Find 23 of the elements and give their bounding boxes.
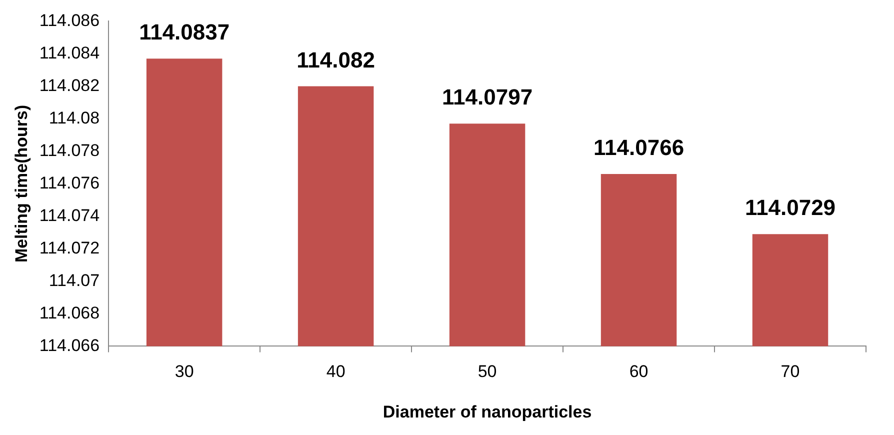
x-tick-label: 60 — [629, 362, 648, 382]
y-tick-label: 114.076 — [39, 173, 100, 192]
y-tick-label: 114.066 — [39, 336, 100, 355]
x-tick-label: 50 — [478, 362, 497, 382]
y-tick-label: 114.068 — [39, 303, 100, 322]
y-tick-label: 114.078 — [39, 140, 100, 160]
data-label: 114.0729 — [744, 195, 836, 220]
y-tick-label: 114.074 — [39, 206, 100, 225]
y-tick-label: 114.072 — [39, 238, 100, 258]
x-tick-label: 40 — [326, 362, 346, 382]
data-label: 114.0766 — [594, 135, 684, 160]
y-tick-label: 114.084 — [39, 43, 100, 62]
data-label: 114.082 — [296, 47, 375, 72]
y-tick-label: 114.082 — [39, 76, 100, 95]
y-tick-label: 114.08 — [48, 108, 100, 128]
y-tick-label: 114.086 — [39, 10, 100, 30]
x-tick-label: 70 — [780, 362, 800, 382]
y-axis-title: Melting time(hours) — [12, 104, 31, 263]
x-tick-label: 30 — [174, 362, 194, 382]
data-label: 114.0797 — [442, 84, 533, 110]
data-label: 114.0837 — [139, 20, 230, 45]
x-axis-title: Diameter of nanoparticles — [382, 402, 592, 422]
y-tick-label: 114.07 — [48, 270, 100, 290]
